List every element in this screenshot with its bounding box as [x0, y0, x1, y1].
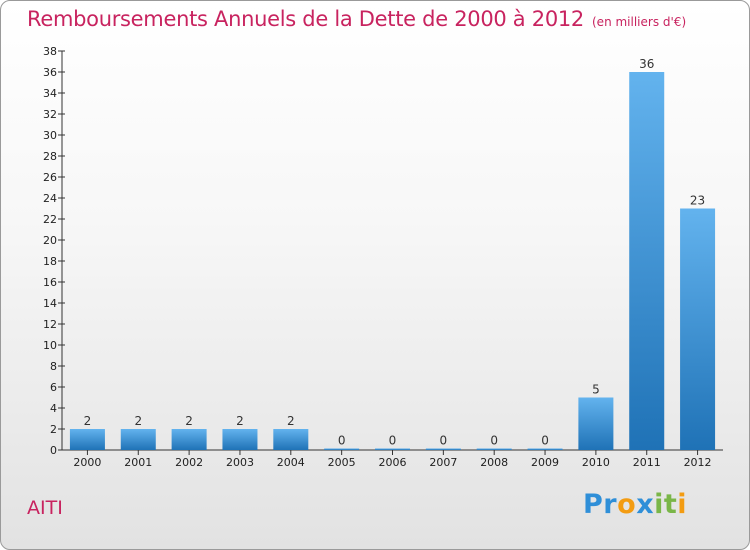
y-tick-label: 34	[43, 87, 57, 100]
data-label: 2	[236, 414, 244, 428]
data-label: 2	[185, 414, 193, 428]
data-label: 0	[338, 434, 346, 448]
y-tick-label: 38	[43, 45, 57, 58]
x-tick-label: 2011	[633, 456, 661, 469]
bar	[222, 429, 258, 450]
x-tick-label: 2006	[379, 456, 407, 469]
bar	[171, 429, 207, 450]
data-label: 5	[592, 383, 600, 397]
logo-letter: x	[636, 489, 655, 520]
x-tick-label: 2005	[328, 456, 356, 469]
bar	[375, 448, 410, 450]
x-tick-label: 2004	[277, 456, 305, 469]
chart-title: Remboursements Annuels de la Dette de 20…	[27, 7, 686, 31]
y-tick-label: 26	[43, 171, 57, 184]
x-tick-label: 2010	[582, 456, 610, 469]
data-label: 0	[440, 434, 448, 448]
logo-letter: P	[583, 489, 604, 520]
data-label: 2	[134, 414, 142, 428]
bar	[527, 448, 563, 450]
logo-letter: i	[677, 489, 688, 520]
data-label: 36	[639, 57, 654, 71]
y-tick-label: 22	[43, 213, 57, 226]
bar	[425, 448, 461, 450]
bar	[629, 72, 665, 450]
logo-letter: i	[654, 489, 664, 520]
x-tick-label: 2000	[73, 456, 101, 469]
logo-letter: t	[663, 489, 678, 520]
logo-letter: r	[603, 489, 618, 520]
y-tick-label: 8	[50, 360, 57, 373]
commune-name: AITI	[27, 497, 63, 519]
data-label: 2	[287, 414, 295, 428]
y-tick-label: 10	[43, 339, 57, 352]
x-tick-label: 2001	[124, 456, 152, 469]
bar	[120, 429, 156, 450]
x-tick-label: 2012	[684, 456, 712, 469]
y-tick-label: 12	[43, 318, 57, 331]
bar	[324, 448, 360, 450]
bar	[680, 208, 716, 450]
data-label: 23	[690, 194, 705, 208]
y-tick-label: 24	[43, 192, 57, 205]
chart-title-text: Remboursements Annuels de la Dette de 20…	[27, 7, 584, 31]
bar	[273, 429, 309, 450]
y-tick-label: 4	[50, 402, 57, 415]
bar	[476, 448, 512, 450]
x-tick-label: 2007	[429, 456, 457, 469]
y-tick-label: 20	[43, 234, 57, 247]
y-tick-label: 32	[43, 108, 57, 121]
x-tick-label: 2002	[175, 456, 203, 469]
chart-subtitle: (en milliers d'€)	[592, 15, 687, 29]
bar	[578, 397, 614, 450]
data-label: 0	[389, 434, 397, 448]
y-tick-label: 0	[50, 444, 57, 457]
data-label: 0	[490, 434, 498, 448]
data-label: 2	[84, 414, 92, 428]
y-tick-label: 14	[43, 297, 57, 310]
y-tick-label: 16	[43, 276, 57, 289]
y-tick-label: 6	[50, 381, 57, 394]
x-tick-label: 2003	[226, 456, 254, 469]
logo-letter: o	[617, 489, 637, 520]
x-tick-label: 2008	[480, 456, 508, 469]
data-label: 0	[541, 434, 549, 448]
y-tick-label: 2	[50, 423, 57, 436]
proxiti-logo[interactable]: Proxiti	[583, 489, 687, 520]
x-tick-label: 2009	[531, 456, 559, 469]
y-tick-label: 36	[43, 66, 57, 79]
y-tick-label: 28	[43, 150, 57, 163]
y-tick-label: 30	[43, 129, 57, 142]
bar	[69, 429, 105, 450]
y-tick-label: 18	[43, 255, 57, 268]
